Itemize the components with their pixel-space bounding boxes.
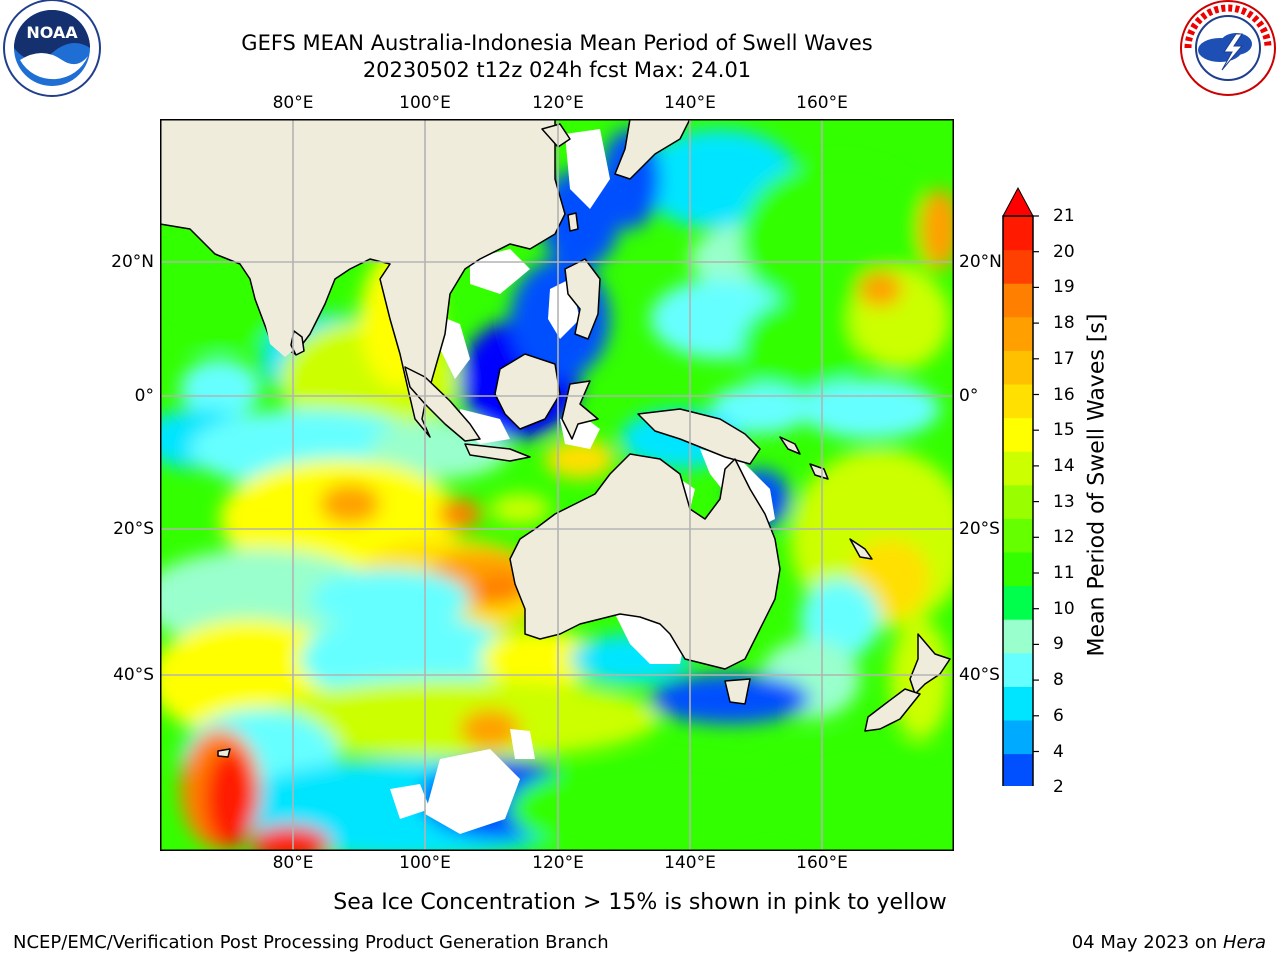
- lon-tick-top: 140°E: [664, 93, 716, 113]
- colorbar-tick-label: 12: [1053, 527, 1075, 548]
- lon-tick-bottom: 100°E: [399, 853, 451, 873]
- lat-tick-right: 0°: [959, 386, 979, 406]
- footer-host: Hera: [1222, 932, 1266, 953]
- noaa-logo: NOAA: [3, 0, 101, 97]
- colorbar-band: [1003, 384, 1033, 419]
- colorbar-band: [1003, 283, 1033, 318]
- lon-tick-top: 120°E: [532, 93, 584, 113]
- colorbar-tick-label: 9: [1053, 634, 1064, 655]
- land: [160, 119, 951, 758]
- colorbar-band: [1003, 518, 1033, 553]
- colorbar-tick-label: 8: [1053, 670, 1064, 691]
- colorbar-label: Mean Period of Swell Waves [s]: [1084, 313, 1110, 657]
- sea-ice-note: Sea Ice Concentration > 15% is shown in …: [333, 890, 947, 915]
- colorbar-tick-label: 11: [1053, 563, 1075, 583]
- lat-tick-left: 40°S: [113, 665, 154, 685]
- colorbar-band: [1003, 417, 1033, 452]
- lat-tick-right: 20°N: [959, 252, 1002, 272]
- footer-credit: NCEP/EMC/Verification Post Processing Pr…: [13, 932, 609, 953]
- colorbar-band: [1003, 249, 1033, 284]
- lon-tick-bottom: 140°E: [664, 853, 716, 873]
- lon-tick-bottom: 160°E: [796, 853, 848, 873]
- nws-logo: [1180, 0, 1276, 96]
- colorbar-tick-label: 4: [1053, 741, 1064, 762]
- colorbar-tick-label: 15: [1053, 420, 1075, 441]
- map-subtitle: 20230502 t12z 024h fcst Max: 24.01: [362, 58, 752, 82]
- colorbar-tick-label: 17: [1053, 348, 1075, 369]
- lon-tick-top: 80°E: [272, 93, 314, 113]
- colorbar-band: [1003, 350, 1033, 385]
- colorbar-tick-label: 21: [1053, 206, 1075, 226]
- swell-period-map: [160, 119, 954, 851]
- colorbar-band: [1003, 652, 1033, 687]
- colorbar-band: [1003, 686, 1033, 721]
- colorbar: [1002, 186, 1039, 786]
- footer-date: 04 May 2023 on Hera: [1072, 932, 1266, 953]
- lon-tick-bottom: 120°E: [532, 853, 584, 873]
- lat-tick-right: 20°S: [959, 519, 1000, 539]
- colorbar-band: [1003, 619, 1033, 654]
- colorbar-tick-label: 19: [1053, 277, 1075, 298]
- colorbar-tick-label: 16: [1053, 384, 1075, 405]
- lat-tick-left: 20°S: [113, 519, 154, 539]
- colorbar-band: [1003, 316, 1033, 351]
- lat-tick-left: 0°: [134, 386, 154, 406]
- lon-tick-top: 100°E: [399, 93, 451, 113]
- graticule: [160, 119, 954, 851]
- lat-tick-right: 40°S: [959, 665, 1000, 685]
- colorbar-band: [1003, 585, 1033, 620]
- lat-tick-left: 20°N: [111, 252, 154, 272]
- svg-text:NOAA: NOAA: [26, 23, 78, 42]
- lon-tick-bottom: 80°E: [272, 853, 314, 873]
- colorbar-band: [1003, 753, 1033, 786]
- colorbar-tick-label: 2: [1053, 777, 1064, 798]
- colorbar-tick-label: 13: [1053, 491, 1075, 512]
- colorbar-tick-label: 20: [1053, 241, 1075, 262]
- colorbar-band: [1003, 484, 1033, 519]
- colorbar-band: [1003, 216, 1033, 251]
- colorbar-tick-label: 10: [1053, 598, 1075, 619]
- colorbar-tick-label: 18: [1053, 313, 1075, 334]
- colorbar-band: [1003, 552, 1033, 587]
- colorbar-tick-label: 6: [1053, 705, 1064, 726]
- colorbar-band: [1003, 720, 1033, 755]
- lon-tick-top: 160°E: [796, 93, 848, 113]
- map-frame: [160, 119, 954, 851]
- footer-date-text: 04 May 2023 on: [1071, 932, 1223, 953]
- colorbar-tick-label: 14: [1053, 455, 1075, 476]
- colorbar-band: [1003, 451, 1033, 486]
- colorbar-over-arrow: [1002, 186, 1034, 217]
- map-title: GEFS MEAN Australia-Indonesia Mean Perio…: [241, 31, 873, 55]
